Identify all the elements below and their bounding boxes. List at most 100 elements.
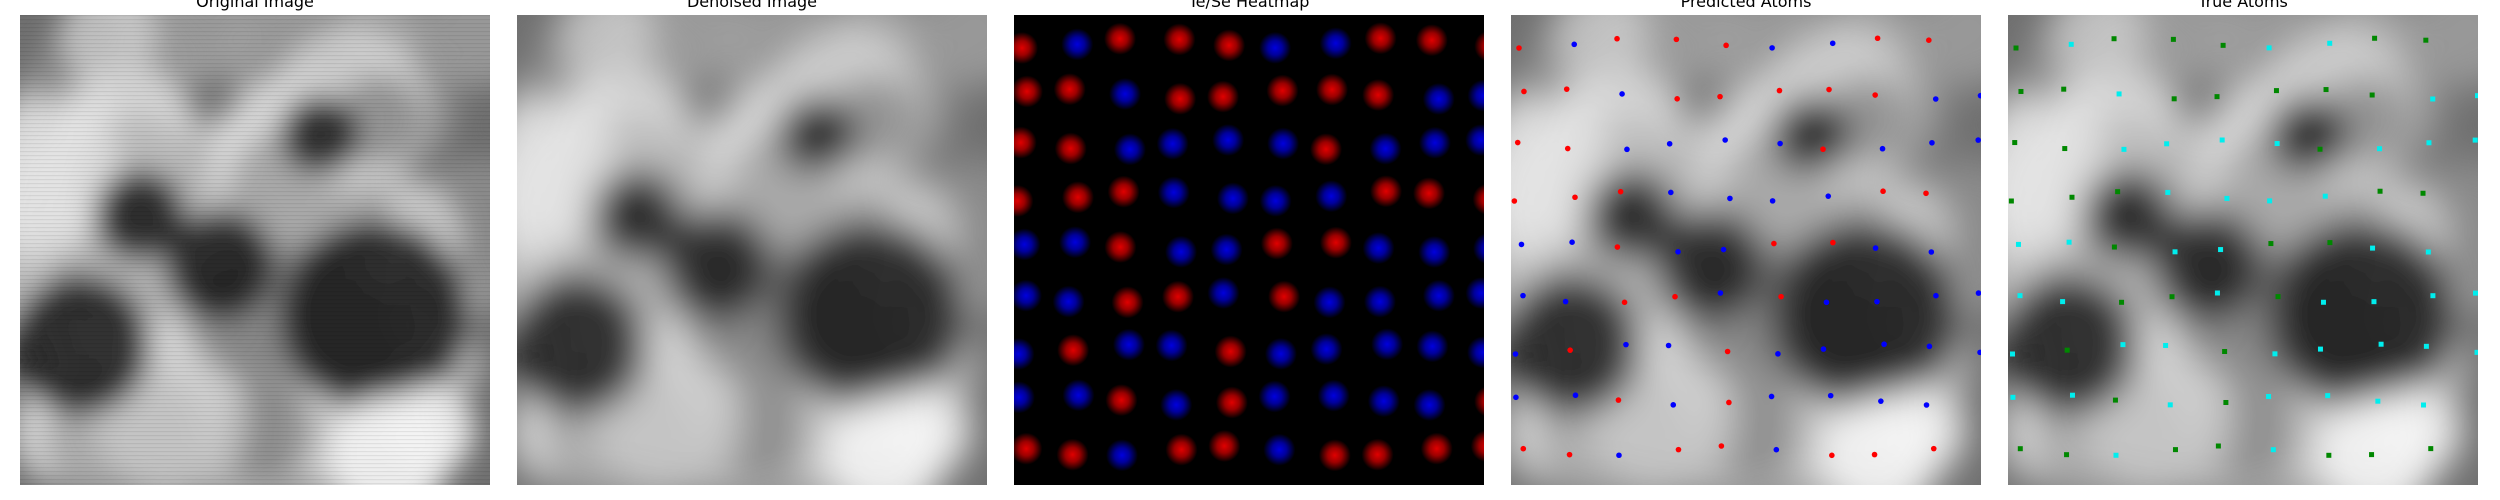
predicted-atoms-title: Predicted Atoms [1680,0,1812,11]
true-atom-cyan [2120,342,2126,348]
predicted-se-atom [1518,241,1525,248]
true-atom-green [2008,198,2014,204]
scan-line [20,83,490,85]
te-heat-spot [1214,335,1247,368]
se-heat-spot [1059,226,1092,259]
scan-line [20,135,490,137]
se-heat-spot [1418,126,1451,159]
scan-line [20,191,490,193]
scan-line [20,263,490,265]
scan-line [20,79,490,81]
scan-line [20,395,490,397]
true-atom-cyan [2423,343,2429,349]
dark-region [1586,170,1676,260]
true-atom-green [2064,347,2070,353]
te-heat-spot [1163,23,1196,56]
bright-region [385,385,475,475]
te-heat-spot [1162,280,1195,313]
dark-region [517,275,647,415]
se-heat-spot [1313,286,1346,319]
te-heat-spot [1415,24,1448,57]
predicted-te-atom [1614,35,1620,42]
true-atom-green [2111,244,2117,250]
bright-region [1876,385,1966,475]
se-heat-spot [1014,338,1035,370]
predicted-atoms-image [1511,15,1981,485]
predicted-se-atom [1720,246,1727,253]
se-heat-spot [1113,133,1146,166]
scan-line [20,99,490,101]
scan-line [20,43,490,45]
predicted-te-atom [1926,37,1932,43]
scan-line [20,327,490,329]
true-atom-cyan [2317,346,2323,352]
scan-line [20,239,490,241]
dark-region [777,95,857,175]
scan-line [20,195,490,197]
dark-region [2083,170,2173,260]
true-atom-green [2111,36,2117,42]
predicted-te-atom [1776,87,1783,94]
predicted-te-atom [1829,452,1835,459]
predicted-se-atom [1513,394,1519,401]
predicted-se-atom [1520,292,1526,299]
predicted-se-atom [1881,341,1887,348]
predicted-se-atom [1823,299,1830,306]
dark-region [95,170,185,260]
se-heat-spot [1210,233,1243,266]
intensity-blob [20,98,119,238]
te-heat-spot [1316,73,1349,106]
bright-region [2373,385,2463,475]
true-atom-green [2062,146,2068,152]
scan-line [20,415,490,417]
se-heat-spot [1052,285,1085,318]
te-heat-spot [1014,185,1034,217]
true-atom-green [2112,397,2118,403]
scan-line [20,459,490,461]
scan-line [20,351,490,353]
predicted-te-atom [1880,188,1886,195]
se-heat-spot [1422,82,1455,115]
scan-line [20,363,490,365]
scan-line [20,231,490,233]
true-atom-cyan [2121,146,2127,152]
se-heat-spot [1310,333,1343,366]
true-atom-green [2115,189,2121,195]
original-image [20,15,490,485]
true-atom-cyan [2430,293,2436,299]
true-atom-cyan [2426,140,2432,146]
te-heat-spot [1364,22,1397,55]
scan-line [20,407,490,409]
predicted-se-atom [1775,351,1781,357]
true-atom-cyan [2010,394,2016,400]
predicted-se-atom [1977,92,1981,99]
se-heat-spot [1014,279,1042,312]
predicted-se-atom [1666,140,1673,147]
te-heat-spot [1370,175,1403,208]
heatmap-title: Te/Se Heatmap [1188,0,1310,11]
true-atom-green [2268,241,2274,247]
predicted-te-atom [1674,96,1680,102]
true-atom-cyan [2474,349,2478,355]
predicted-te-atom [1830,239,1836,246]
scan-line [20,259,490,261]
true-atom-cyan [2325,393,2331,399]
scan-line [20,199,490,201]
true-atom-cyan [2425,249,2431,255]
scan-line [20,423,490,425]
true-atom-green [2169,294,2175,300]
se-heat-spot [1014,228,1041,261]
scan-line [20,47,490,49]
se-heat-spot [1155,329,1188,362]
se-heat-spot [1416,330,1449,363]
true-atom-cyan [2066,239,2072,245]
predicted-te-atom [1564,145,1571,152]
scan-line [20,71,490,73]
scan-line [20,283,490,285]
true-atom-cyan [2068,41,2074,47]
dark-region [2268,220,2458,410]
predicted-te-atom [1724,348,1731,355]
predicted-se-atom [1929,139,1935,146]
predicted-te-atom [1511,198,1518,204]
